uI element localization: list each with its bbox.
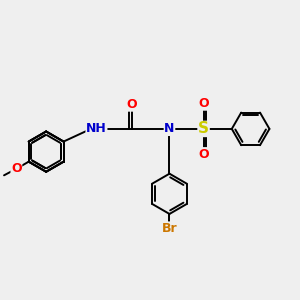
Text: O: O [127,98,137,111]
Text: S: S [198,122,209,136]
Text: N: N [164,122,175,135]
Text: Br: Br [162,222,177,235]
Text: O: O [198,97,209,110]
Text: O: O [11,162,22,175]
Text: NH: NH [86,122,107,135]
Text: O: O [198,148,209,161]
